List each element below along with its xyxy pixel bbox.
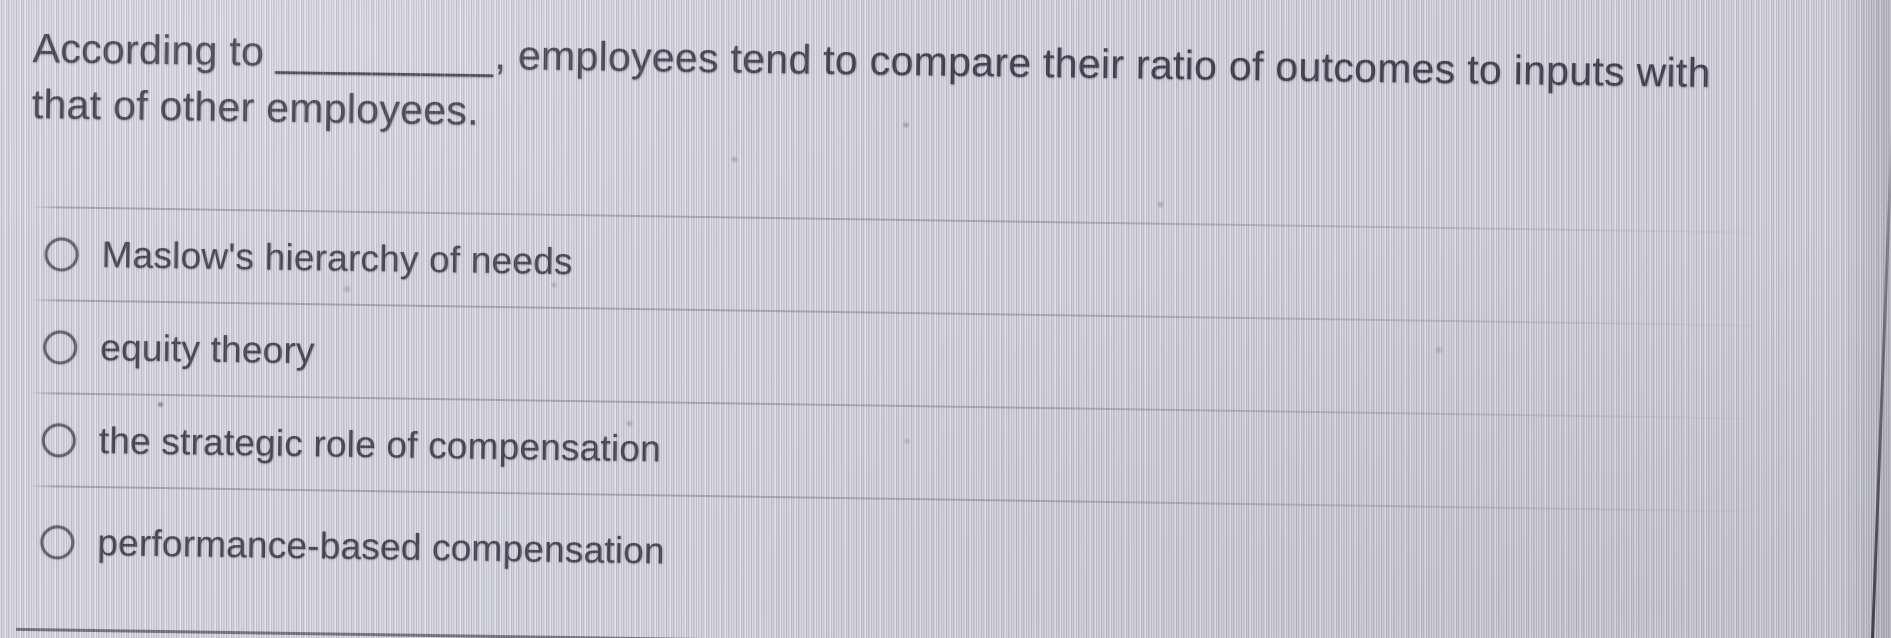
question-prefix: According to: [32, 25, 277, 75]
answer-option-4[interactable]: performance-based compensation: [24, 487, 1861, 638]
answer-option-label: performance-based compensation: [97, 521, 666, 571]
question-blank: _________: [275, 28, 495, 78]
answer-option-label: equity theory: [99, 326, 315, 371]
answer-option-label: the strategic role of compensation: [98, 419, 662, 469]
radio-unselected-icon[interactable]: [44, 236, 79, 272]
answer-option-label: Maslow's hierarchy of needs: [101, 233, 573, 282]
answer-options-list: Maslow's hierarchy of needs equity theor…: [16, 206, 1866, 638]
radio-unselected-icon[interactable]: [41, 422, 77, 458]
radio-unselected-icon[interactable]: [42, 329, 78, 365]
radio-unselected-icon[interactable]: [40, 524, 75, 560]
question-text: According to _________, employees tend t…: [31, 20, 1891, 162]
